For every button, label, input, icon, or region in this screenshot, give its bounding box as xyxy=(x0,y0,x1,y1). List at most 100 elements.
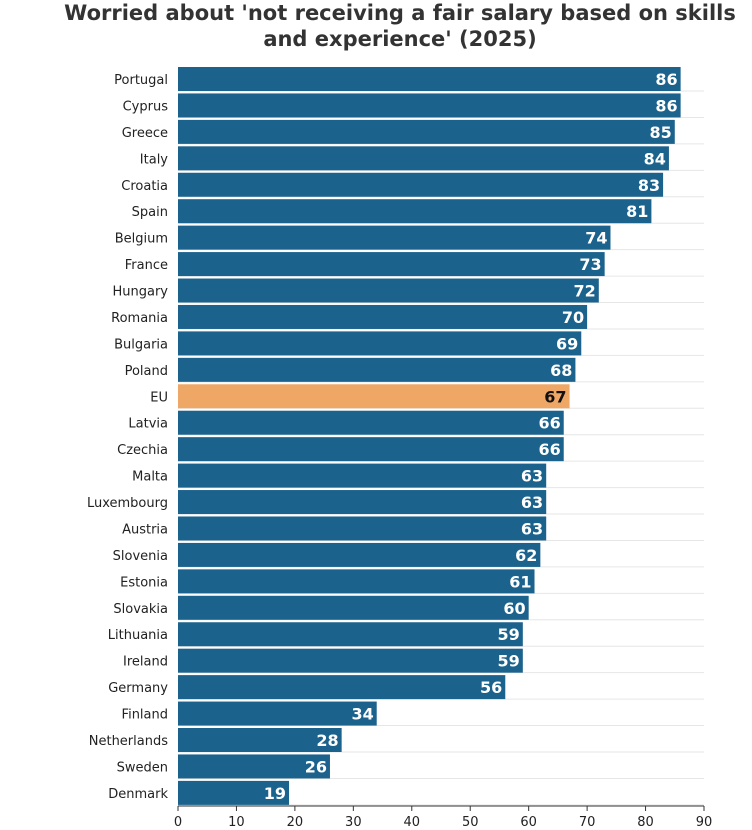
category-label-slovenia: Slovenia xyxy=(113,549,168,564)
bar-slovakia xyxy=(178,595,529,620)
bar-italy xyxy=(178,146,669,171)
bar-eu xyxy=(178,384,570,409)
bar-sweden xyxy=(178,754,330,779)
category-label-ireland: Ireland xyxy=(123,655,168,670)
bars: Portugal 86 Cyprus 86 Greece 85 Italy 84 Croatia… xyxy=(87,67,681,805)
x-tick-label-80: 80 xyxy=(637,815,654,830)
value-label-cyprus: 86 xyxy=(655,96,677,115)
category-label-greece: Greece xyxy=(122,126,168,141)
value-label-denmark: 19 xyxy=(264,784,286,803)
x-tick-label-20: 20 xyxy=(287,815,304,830)
bar-czechia xyxy=(178,437,564,462)
bar-ireland xyxy=(178,648,523,673)
bar-finland xyxy=(178,701,377,726)
chart-title: Worried about 'not receiving a fair sala… xyxy=(0,0,752,52)
value-label-luxembourg: 63 xyxy=(521,493,543,512)
category-label-italy: Italy xyxy=(140,152,169,167)
category-label-latvia: Latvia xyxy=(128,417,168,432)
bar-hungary xyxy=(178,278,599,303)
bar-estonia xyxy=(178,569,535,594)
value-label-spain: 81 xyxy=(626,202,648,221)
value-label-greece: 85 xyxy=(650,123,672,142)
bar-germany xyxy=(178,675,506,700)
x-tick-label-90: 90 xyxy=(696,815,713,830)
category-label-czechia: Czechia xyxy=(117,443,168,458)
chart-title-line-2: and experience' (2025) xyxy=(263,27,537,51)
value-label-netherlands: 28 xyxy=(316,731,338,750)
x-tick-label-70: 70 xyxy=(579,815,596,830)
bar-france xyxy=(178,252,605,277)
category-label-france: France xyxy=(125,258,168,273)
value-label-malta: 63 xyxy=(521,467,543,486)
category-label-netherlands: Netherlands xyxy=(89,734,168,749)
category-label-lithuania: Lithuania xyxy=(108,628,168,643)
value-label-latvia: 66 xyxy=(538,414,560,433)
value-label-germany: 56 xyxy=(480,678,502,697)
category-label-portugal: Portugal xyxy=(114,73,168,88)
value-label-poland: 68 xyxy=(550,361,572,380)
value-label-croatia: 83 xyxy=(638,176,660,195)
x-tick-label-0: 0 xyxy=(174,815,182,830)
value-label-austria: 63 xyxy=(521,519,543,538)
value-label-bulgaria: 69 xyxy=(556,334,578,353)
value-label-italy: 84 xyxy=(644,149,666,168)
category-label-denmark: Denmark xyxy=(108,787,168,802)
x-tick-label-60: 60 xyxy=(520,815,537,830)
category-label-belgium: Belgium xyxy=(115,232,168,247)
x-tick-label-10: 10 xyxy=(228,815,245,830)
bar-lithuania xyxy=(178,622,523,647)
value-label-sweden: 26 xyxy=(305,757,327,776)
value-label-hungary: 72 xyxy=(574,282,596,301)
bar-luxembourg xyxy=(178,490,547,515)
bar-netherlands xyxy=(178,728,342,752)
category-label-croatia: Croatia xyxy=(121,179,168,194)
value-label-estonia: 61 xyxy=(509,572,531,591)
bar-latvia xyxy=(178,410,564,435)
value-label-finland: 34 xyxy=(351,705,373,724)
value-label-belgium: 74 xyxy=(585,229,607,248)
bar-greece xyxy=(178,119,675,144)
bar-spain xyxy=(178,199,652,224)
value-label-france: 73 xyxy=(579,255,601,274)
category-label-malta: Malta xyxy=(132,470,168,485)
value-label-ireland: 59 xyxy=(498,652,520,671)
category-label-eu: EU xyxy=(150,390,168,405)
category-label-austria: Austria xyxy=(122,522,168,537)
bar-romania xyxy=(178,304,588,329)
category-label-poland: Poland xyxy=(125,364,168,379)
bar-bulgaria xyxy=(178,331,582,356)
x-axis: 0 10 20 30 40 50 60 70 80 90 xyxy=(174,805,713,830)
category-label-sweden: Sweden xyxy=(117,760,168,775)
bar-portugal xyxy=(178,67,681,91)
bar-denmark xyxy=(178,780,290,805)
x-tick-label-50: 50 xyxy=(462,815,479,830)
bar-slovenia xyxy=(178,542,541,567)
category-label-romania: Romania xyxy=(111,311,168,326)
value-label-lithuania: 59 xyxy=(498,625,520,644)
category-label-spain: Spain xyxy=(132,205,168,220)
category-label-hungary: Hungary xyxy=(112,285,168,300)
value-label-slovenia: 62 xyxy=(515,546,537,565)
bar-malta xyxy=(178,463,547,488)
x-tick-label-30: 30 xyxy=(345,815,362,830)
bar-austria xyxy=(178,516,547,541)
bar-belgium xyxy=(178,225,611,250)
value-label-czechia: 66 xyxy=(538,440,560,459)
value-label-romania: 70 xyxy=(562,308,584,327)
value-label-eu: 67 xyxy=(544,387,566,406)
category-label-finland: Finland xyxy=(122,708,168,723)
x-tick-label-40: 40 xyxy=(404,815,421,830)
category-label-germany: Germany xyxy=(108,681,168,696)
chart-title-line-1: Worried about 'not receiving a fair sala… xyxy=(64,1,736,25)
category-label-cyprus: Cyprus xyxy=(123,99,169,114)
category-label-slovakia: Slovakia xyxy=(113,602,168,617)
category-label-luxembourg: Luxembourg xyxy=(87,496,168,511)
category-label-estonia: Estonia xyxy=(120,575,168,590)
value-label-portugal: 86 xyxy=(655,70,677,89)
value-label-slovakia: 60 xyxy=(503,599,525,618)
bar-cyprus xyxy=(178,93,681,118)
category-label-bulgaria: Bulgaria xyxy=(114,337,168,352)
bar-poland xyxy=(178,357,576,382)
bar-croatia xyxy=(178,172,664,197)
